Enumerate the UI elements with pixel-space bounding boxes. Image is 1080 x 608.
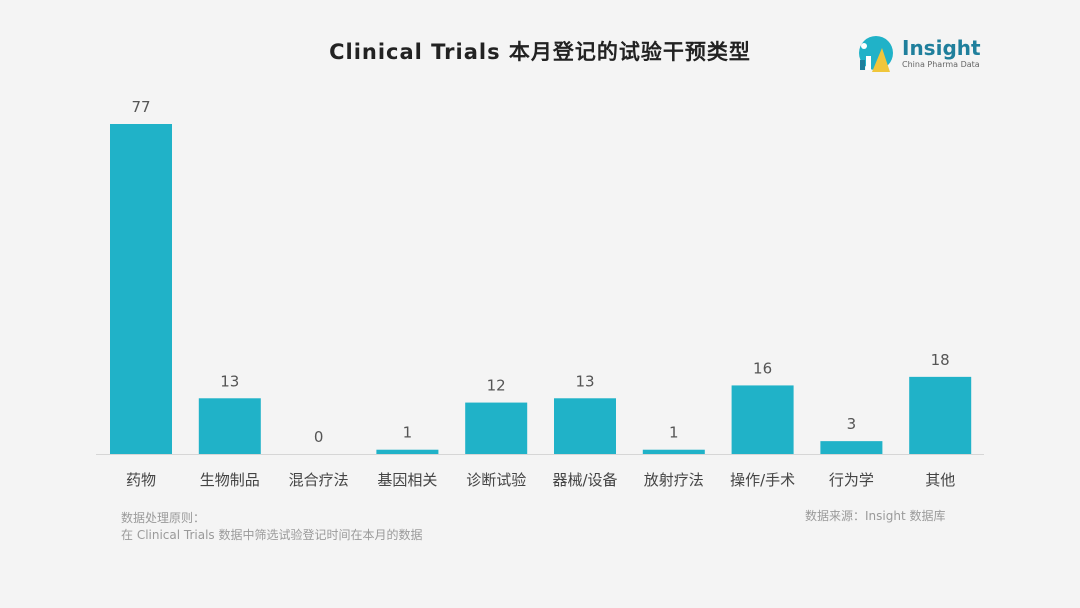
data-label-3: 0	[314, 428, 324, 446]
category-label-10: 其他	[925, 471, 955, 489]
data-label-8: 16	[753, 359, 772, 377]
category-label-5: 诊断试验	[466, 471, 526, 489]
category-label-7: 放射疗法	[644, 471, 704, 489]
bar-6	[554, 398, 616, 454]
category-label-3: 混合疗法	[289, 471, 349, 489]
data-label-5: 12	[487, 377, 506, 395]
category-label-6: 器械/设备	[552, 471, 617, 489]
insight-logo-icon	[859, 36, 893, 72]
data-label-10: 18	[931, 351, 950, 369]
data-note: 数据处理原则： 在 Clinical Trials 数据中筛选试验登记时间在本月…	[121, 510, 423, 544]
logo-wordmark: Insight	[902, 36, 981, 60]
bar-7	[642, 449, 705, 454]
data-label-6: 13	[575, 372, 594, 390]
logo-subtitle: China Pharma Data	[902, 60, 980, 69]
bar-2	[198, 398, 261, 454]
bar-10	[909, 376, 972, 454]
insight-logo: Insight China Pharma Data	[854, 34, 984, 76]
data-label-1: 77	[131, 98, 150, 116]
data-source: 数据来源：Insight 数据库	[805, 509, 946, 523]
bar-9	[820, 441, 883, 454]
data-label-9: 3	[847, 415, 857, 433]
bar-8	[731, 385, 794, 454]
chart-title: Clinical Trials 本月登记的试验干预类型	[329, 40, 751, 64]
bar-5	[465, 402, 528, 454]
note-line-2: 在 Clinical Trials 数据中筛选试验登记时间在本月的数据	[121, 528, 423, 542]
category-label-2: 生物制品	[200, 471, 260, 489]
data-label-2: 13	[220, 372, 239, 390]
data-label-7: 1	[669, 424, 679, 442]
data-label-4: 1	[403, 424, 413, 442]
bar-4	[376, 449, 439, 454]
category-label-4: 基因相关	[377, 471, 437, 489]
bar-1	[110, 124, 172, 454]
category-label-9: 行为学	[829, 471, 874, 489]
category-label-8: 操作/手术	[730, 471, 795, 489]
category-label-1: 药物	[126, 471, 156, 489]
note-line-1: 数据处理原则：	[121, 511, 206, 525]
